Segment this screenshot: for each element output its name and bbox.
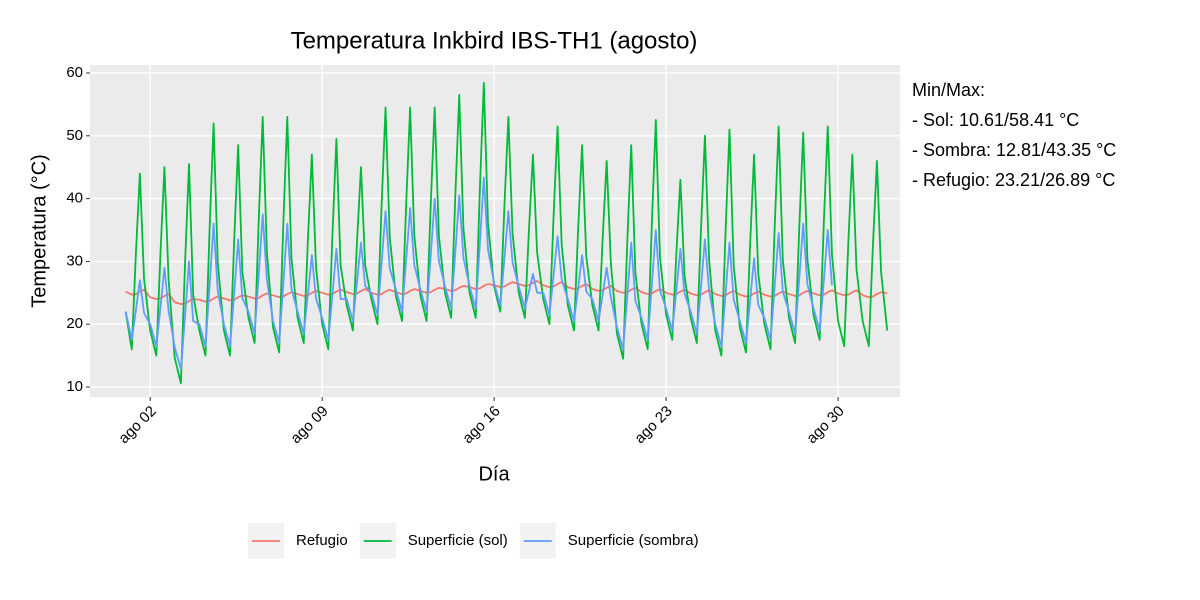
y-tick-label: 40: [66, 190, 83, 207]
x-axis-label: Día: [478, 463, 510, 485]
legend-label: Refugio: [296, 532, 348, 549]
y-tick-label: 60: [66, 64, 83, 81]
series-line: [124, 176, 833, 371]
y-axis-label: Temperatura (°C): [28, 154, 50, 308]
y-tick-label: 50: [66, 127, 83, 144]
annotation: - Refugio: 23.21/26.89 °C: [912, 170, 1115, 190]
annotation: - Sombra: 12.81/43.35 °C: [912, 140, 1116, 160]
annotation: Min/Max:: [912, 80, 985, 100]
series-line: [125, 280, 888, 305]
chart-title: Temperatura Inkbird IBS-TH1 (agosto): [291, 27, 698, 54]
series-line: [124, 82, 889, 385]
y-tick-label: 10: [66, 378, 83, 395]
y-tick-label: 20: [66, 315, 83, 332]
legend-label: Superficie (sol): [408, 532, 508, 549]
y-tick-label: 30: [66, 252, 83, 269]
panel: [90, 65, 900, 397]
annotation: - Sol: 10.61/58.41 °C: [912, 110, 1079, 130]
legend-label: Superficie (sombra): [568, 532, 699, 549]
